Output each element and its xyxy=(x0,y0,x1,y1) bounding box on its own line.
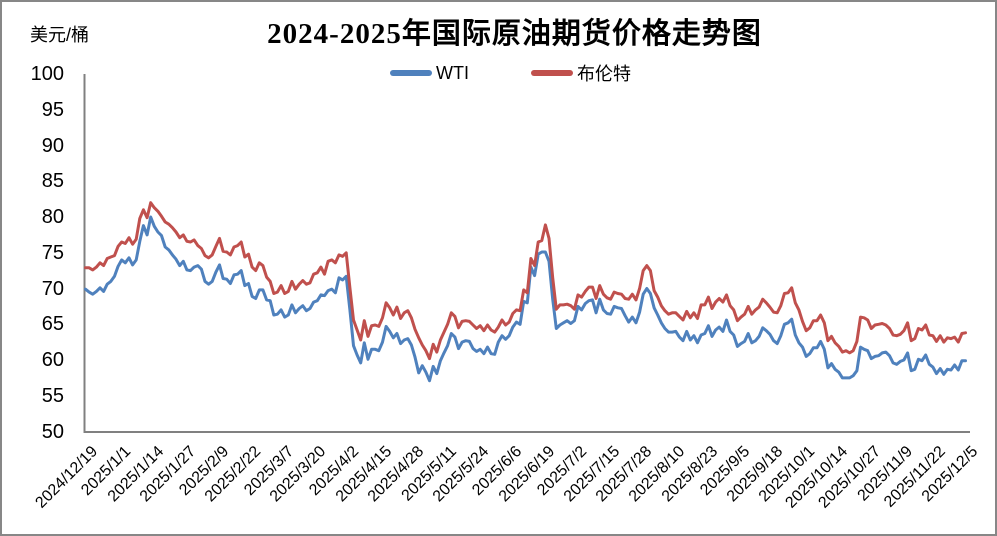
wti-line-swatch xyxy=(390,70,432,76)
y-tick-label: 70 xyxy=(41,277,64,300)
y-tick-label: 65 xyxy=(41,313,64,336)
legend-label-brent: 布伦特 xyxy=(577,64,631,84)
chart-legend: WTI 布伦特 xyxy=(14,60,995,86)
legend-label-wti: WTI xyxy=(436,62,469,83)
y-tick-label: 95 xyxy=(41,98,64,121)
legend-item-brent: 布伦特 xyxy=(531,60,631,86)
series-line-brent xyxy=(84,201,967,361)
y-tick-label: 60 xyxy=(41,349,64,371)
chart-title: 2024-2025年国际原油期货价格走势图 xyxy=(267,18,762,50)
y-axis-unit-label: 美元/桶 xyxy=(30,25,90,45)
series-line-wti xyxy=(84,215,967,383)
y-tick-label: 100 xyxy=(30,63,64,85)
y-tick-label: 90 xyxy=(41,134,64,157)
y-tick-label: 50 xyxy=(41,420,64,443)
legend-item-wti: WTI xyxy=(390,63,469,84)
y-tick-label: 85 xyxy=(41,170,64,193)
y-tick-label: 55 xyxy=(41,384,64,407)
brent-line-swatch xyxy=(531,70,573,76)
y-tick-label: 75 xyxy=(41,241,64,264)
y-tick-label: 80 xyxy=(41,206,64,228)
